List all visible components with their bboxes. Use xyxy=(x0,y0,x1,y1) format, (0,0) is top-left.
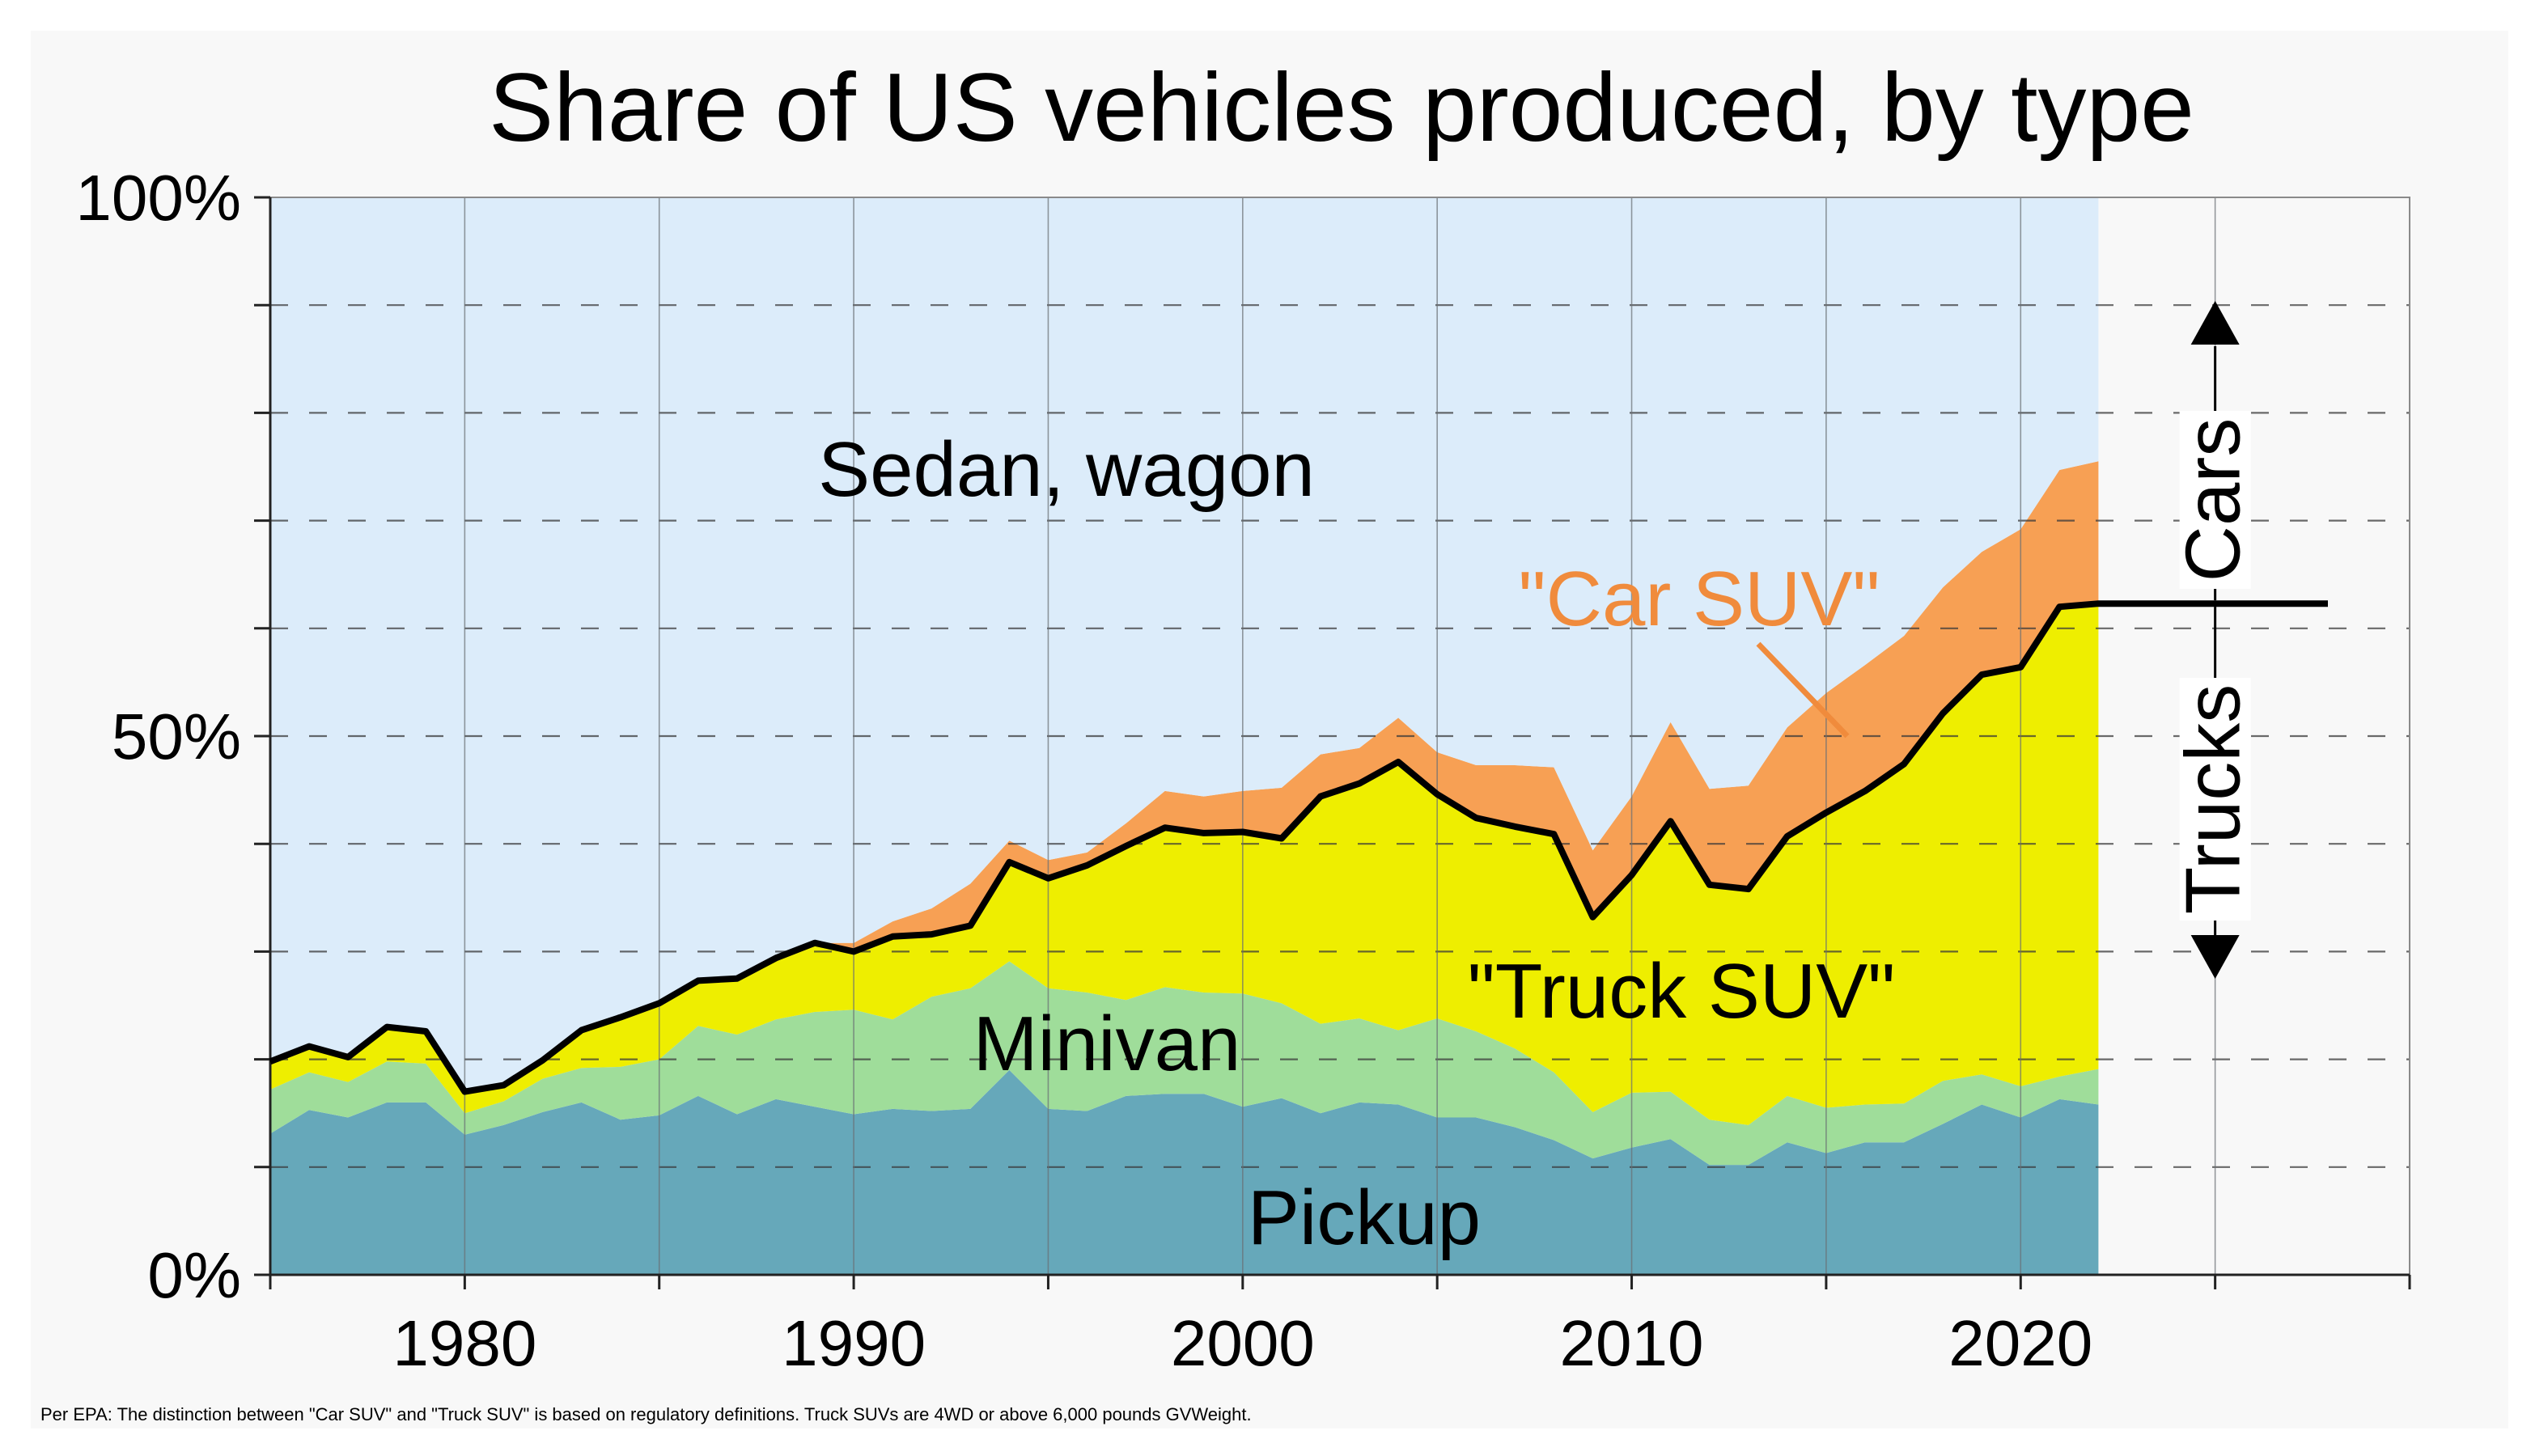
cars-trucks-annotation: Cars Trucks xyxy=(2170,301,2257,979)
trucks-label: Trucks xyxy=(2170,684,2257,914)
car-truck-divider xyxy=(269,600,2328,1095)
x-tick-label: 1990 xyxy=(782,1307,926,1379)
plot-border xyxy=(254,196,2411,1289)
area-pickup xyxy=(270,1069,2099,1275)
label-car-suv: "Car SUV" xyxy=(1519,556,1880,642)
area-truck-suv xyxy=(270,603,2099,1125)
x-tick-label: 1980 xyxy=(392,1307,536,1379)
cars-label-bg xyxy=(2179,411,2251,589)
y-tick-label: 100% xyxy=(75,162,241,234)
label-pickup: Pickup xyxy=(1248,1175,1481,1261)
x-tick-label: 2020 xyxy=(1948,1307,2092,1379)
area-series-group xyxy=(270,197,2099,1275)
up-arrow-icon xyxy=(2190,301,2240,345)
cars-label: Cars xyxy=(2170,418,2257,582)
trucks-label-bg xyxy=(2179,678,2251,921)
y-tick-label: 0% xyxy=(147,1239,241,1311)
car-suv-leader-line xyxy=(1756,641,1850,739)
label-truck-suv: "Truck SUV" xyxy=(1468,948,1896,1035)
car-truck-divider-line xyxy=(269,600,2328,1095)
x-tick-label: 2000 xyxy=(1171,1307,1315,1379)
y-tick-label: 50% xyxy=(112,700,241,772)
chart-frame: Share of US vehicles produced, by type 1… xyxy=(31,31,2508,1428)
label-sedan-wagon: Sedan, wagon xyxy=(818,426,1315,513)
down-arrow-icon xyxy=(2190,935,2240,979)
footnote: Per EPA: The distinction between "Car SU… xyxy=(40,1404,1252,1424)
label-minivan: Minivan xyxy=(973,1001,1241,1087)
x-tick-label: 2010 xyxy=(1560,1307,1704,1379)
area-chart: Share of US vehicles produced, by type 1… xyxy=(40,53,2411,1424)
area-minivan xyxy=(270,961,2099,1166)
area-labels: Sedan, wagon "Car SUV" "Truck SUV" Minivan P… xyxy=(818,426,1895,1261)
chart-title: Share of US vehicles produced, by type xyxy=(489,53,2194,162)
area-sedan-wagon xyxy=(270,197,2099,1092)
tick-labels: 1980 1990 2000 2010 2020 0% 50% 100% xyxy=(75,162,2092,1379)
